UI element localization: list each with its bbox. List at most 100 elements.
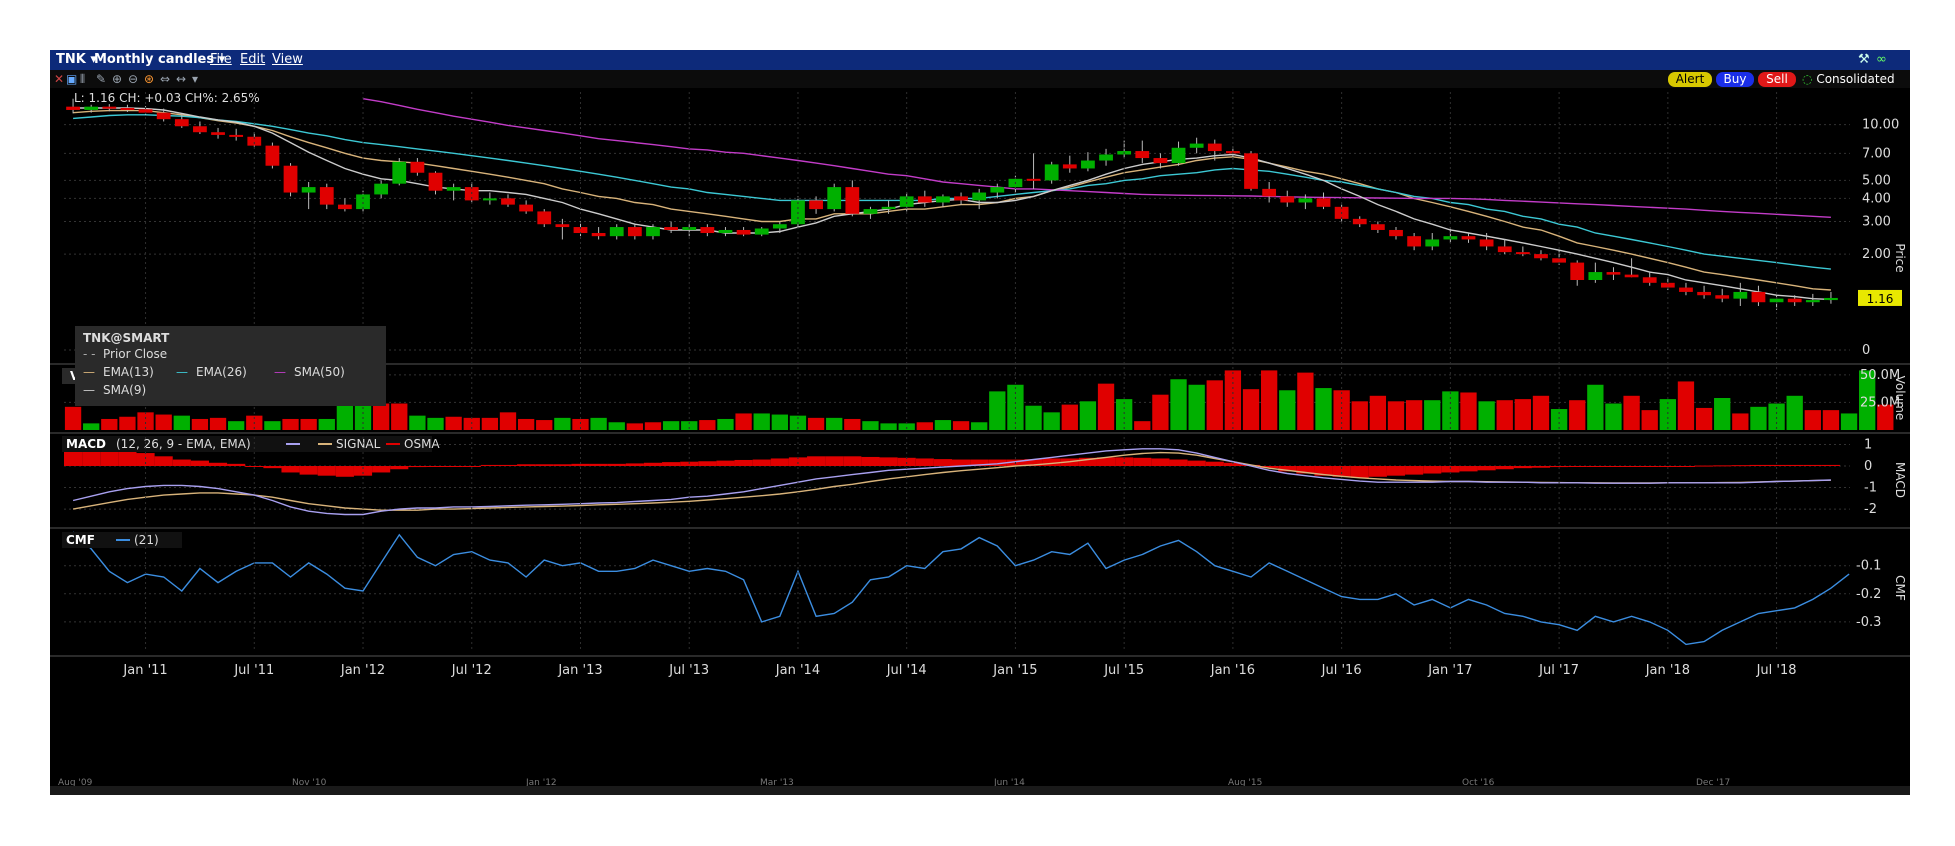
candle-body	[1207, 143, 1222, 152]
volume-bar	[300, 418, 317, 430]
crosshair-icon[interactable]: ⊛	[144, 72, 155, 86]
draw-tool-icon[interactable]: ✎	[96, 72, 107, 86]
osma-bar	[933, 459, 952, 466]
candle-body	[537, 211, 552, 225]
candle-body	[156, 112, 171, 120]
volume-bar	[101, 418, 118, 430]
legend-ema26[interactable]: EMA(26)	[196, 365, 247, 379]
candle-body	[1715, 295, 1730, 299]
close-icon[interactable]: ✕	[54, 72, 65, 86]
volume-bar	[952, 421, 970, 430]
candle-body	[1697, 291, 1711, 296]
x-tick-label: Jan '17	[1427, 663, 1472, 678]
candle-body	[899, 196, 914, 207]
navigator-scrollbar[interactable]	[50, 786, 1910, 795]
menu-view[interactable]: View	[272, 52, 303, 67]
osma-bar	[335, 466, 354, 477]
osma-bar	[553, 464, 572, 466]
osma-bar	[1749, 464, 1768, 466]
osma-bar	[1187, 460, 1206, 466]
candle-body	[1280, 196, 1295, 203]
alert-button[interactable]: Alert	[1668, 72, 1712, 87]
macd-osma-label: OSMA	[404, 437, 440, 451]
osma-bar	[1676, 466, 1696, 467]
candle-body	[1298, 198, 1313, 203]
volume-bar	[717, 418, 734, 430]
volume-bar	[282, 418, 299, 430]
osma-bar	[589, 463, 608, 466]
chevron-down-icon[interactable]: ▾	[192, 72, 199, 86]
ema13-swatch: —	[83, 365, 95, 379]
sell-button[interactable]: Sell	[1758, 72, 1796, 87]
volume-bar	[971, 422, 988, 430]
candle-body	[555, 224, 570, 228]
volume-bar	[155, 414, 172, 430]
price-background	[50, 88, 1910, 362]
price-tick-label: 5.00	[1862, 173, 1891, 188]
candle-body	[573, 227, 588, 234]
candle-body	[1189, 143, 1204, 148]
legend-sma50[interactable]: SMA(50)	[294, 365, 345, 379]
navigator-label: Mar '13	[760, 778, 794, 786]
candle-body	[319, 187, 334, 205]
legend-sma9[interactable]: SMA(9)	[103, 383, 147, 397]
candle-body	[1262, 188, 1277, 197]
osma-bar	[915, 458, 934, 466]
osma-bar	[1423, 466, 1442, 474]
candle-body	[519, 204, 534, 212]
osma-bar	[426, 466, 445, 467]
expand-icon[interactable]: ↔	[176, 72, 187, 86]
osma-bar	[1731, 465, 1750, 467]
macd-panel: 1 0 -1 -2 MACD (12, 26, 9 - EMA, EMA) SIGNAL OS…	[50, 432, 1910, 517]
zoom-out-icon[interactable]: ⊖	[128, 72, 139, 86]
chart-settings-icon[interactable]: ▣	[66, 72, 78, 86]
candle-body	[1153, 158, 1168, 164]
osma-bar	[1078, 457, 1097, 466]
bar-type-icon[interactable]: ⫴	[80, 72, 86, 86]
scroll-icon[interactable]: ⇔	[160, 72, 171, 86]
zoom-in-icon[interactable]: ⊕	[112, 72, 123, 86]
candle-body	[1497, 246, 1512, 253]
period-dropdown[interactable]: Monthly candles ▾	[94, 52, 226, 67]
candle-body	[954, 196, 968, 201]
link-icon[interactable]: ∞	[1876, 52, 1887, 67]
volume-bar	[1695, 407, 1713, 430]
macd-title-bg	[62, 436, 432, 452]
osma-bar	[517, 464, 536, 466]
volume-bar	[1478, 401, 1495, 430]
volume-bar	[807, 417, 825, 430]
candle-body	[1389, 229, 1403, 237]
osma-bar	[1350, 466, 1369, 478]
osma-bar	[788, 457, 808, 466]
buy-button[interactable]: Buy	[1716, 72, 1754, 87]
candle-body	[446, 187, 461, 191]
candle-body	[1570, 262, 1585, 280]
consolidated-toggle[interactable]: ◌ Consolidated	[1802, 72, 1895, 86]
menu-file[interactable]: File	[210, 52, 232, 67]
osma-bar	[1115, 457, 1134, 466]
candle-body	[1642, 277, 1657, 283]
candle-body	[338, 204, 352, 210]
osma-bar	[807, 456, 826, 466]
wrench-icon[interactable]: ⚒	[1858, 52, 1870, 67]
osma-bar	[643, 462, 663, 466]
osma-bar	[317, 466, 336, 476]
legend-ema13[interactable]: EMA(13)	[103, 365, 154, 379]
volume-bar	[1877, 404, 1894, 430]
volume-bar	[517, 418, 535, 430]
x-tick-label: Jul '12	[451, 663, 492, 678]
osma-bar	[625, 463, 644, 466]
osma-bar	[1695, 465, 1714, 467]
menu-edit[interactable]: Edit	[240, 52, 265, 67]
chart-canvas[interactable]: L: 1.16 CH: +0.03 CH%: 2.65% 10.00 7.00 5.0…	[50, 88, 1910, 786]
volume-bar	[735, 413, 752, 430]
volume-tick-label: 50.0M	[1860, 368, 1900, 383]
osma-bar	[1803, 464, 1822, 466]
osma-bar	[1133, 457, 1152, 466]
candle-body	[193, 126, 207, 133]
toolbar: ✕ ▣ ⫴ ✎ ⊕ ⊖ ⊛ ⇔ ↔ ▾	[50, 70, 1910, 88]
candle-body	[374, 183, 389, 195]
candle-body	[1044, 164, 1059, 181]
osma-bar	[825, 456, 844, 466]
symbol-dropdown[interactable]: TNK ▾	[56, 52, 97, 67]
